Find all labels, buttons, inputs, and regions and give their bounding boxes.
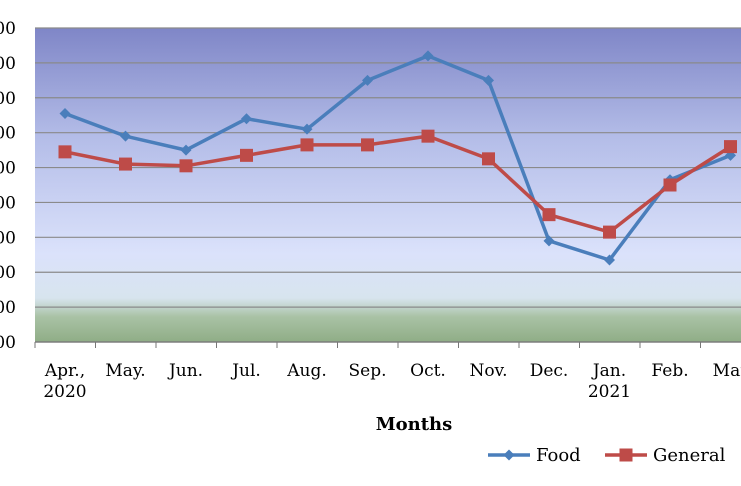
data-point	[603, 225, 616, 239]
x-tick-label: Oct.	[410, 361, 446, 381]
data-point	[179, 159, 193, 173]
y-tick-label: 000	[0, 54, 16, 74]
legend: Food General	[488, 445, 726, 466]
data-point	[483, 74, 494, 86]
y-tick-label: 000	[0, 193, 16, 213]
data-point	[240, 148, 253, 162]
x-tick-label: Sep.	[349, 361, 387, 381]
series-layer	[58, 50, 737, 266]
data-point	[180, 144, 192, 156]
series-line	[64, 134, 732, 234]
x-axis-title: Months	[376, 414, 453, 435]
x-axis: Apr., 2020 May. Jun. Jul. Aug. Sep. Oct. Nov. Dec…	[34, 341, 741, 402]
x-tick-label: Jul.	[230, 361, 261, 381]
legend-label: General	[653, 445, 726, 466]
data-point	[543, 235, 555, 247]
legend-label: Food	[536, 445, 581, 466]
x-tick-label: Nov.	[469, 361, 507, 381]
series-line	[64, 54, 732, 262]
data-point	[59, 107, 71, 119]
data-point	[542, 208, 556, 222]
legend-marker	[503, 449, 515, 461]
y-tick-label: 000	[0, 19, 16, 39]
y-tick-label: 000	[0, 333, 16, 353]
y-tick-label: 000	[0, 159, 16, 179]
legend-item: General	[605, 445, 726, 466]
data-point	[482, 152, 495, 166]
legend-item: Food	[488, 445, 581, 466]
x-tick-label: Aug.	[286, 361, 327, 381]
data-point	[241, 113, 252, 125]
data-point	[58, 145, 72, 159]
data-point	[301, 123, 313, 135]
x-tick-label: Dec.	[530, 361, 569, 381]
data-point	[604, 254, 615, 266]
x-tick-label: Apr., 2020	[43, 361, 86, 402]
y-axis-tick-labels: 000 000 000 000 000 000 000 000 000 000	[0, 19, 16, 353]
x-tick-label: Jan. 2021	[588, 361, 631, 402]
data-point	[361, 138, 374, 152]
gridlines	[35, 27, 741, 343]
data-point	[300, 138, 314, 152]
x-tick-label: Feb.	[651, 361, 688, 381]
data-point	[362, 74, 373, 86]
y-tick-label: 000	[0, 228, 16, 248]
data-point	[724, 140, 737, 154]
y-tick-label: 000	[0, 298, 16, 318]
data-point	[120, 130, 131, 142]
data-point	[663, 178, 677, 192]
x-tick-label: Jun.	[167, 361, 203, 381]
legend-marker	[619, 448, 633, 462]
y-tick-label: 000	[0, 89, 16, 109]
series-general	[58, 129, 737, 239]
data-point	[421, 129, 435, 143]
y-tick-label: 000	[0, 124, 16, 144]
plot-area	[35, 28, 741, 342]
x-tick-label: Mar	[713, 361, 741, 381]
x-tick-label: May.	[105, 361, 145, 381]
y-tick-label: 000	[0, 263, 16, 283]
data-point	[119, 157, 132, 171]
data-point	[422, 50, 434, 62]
